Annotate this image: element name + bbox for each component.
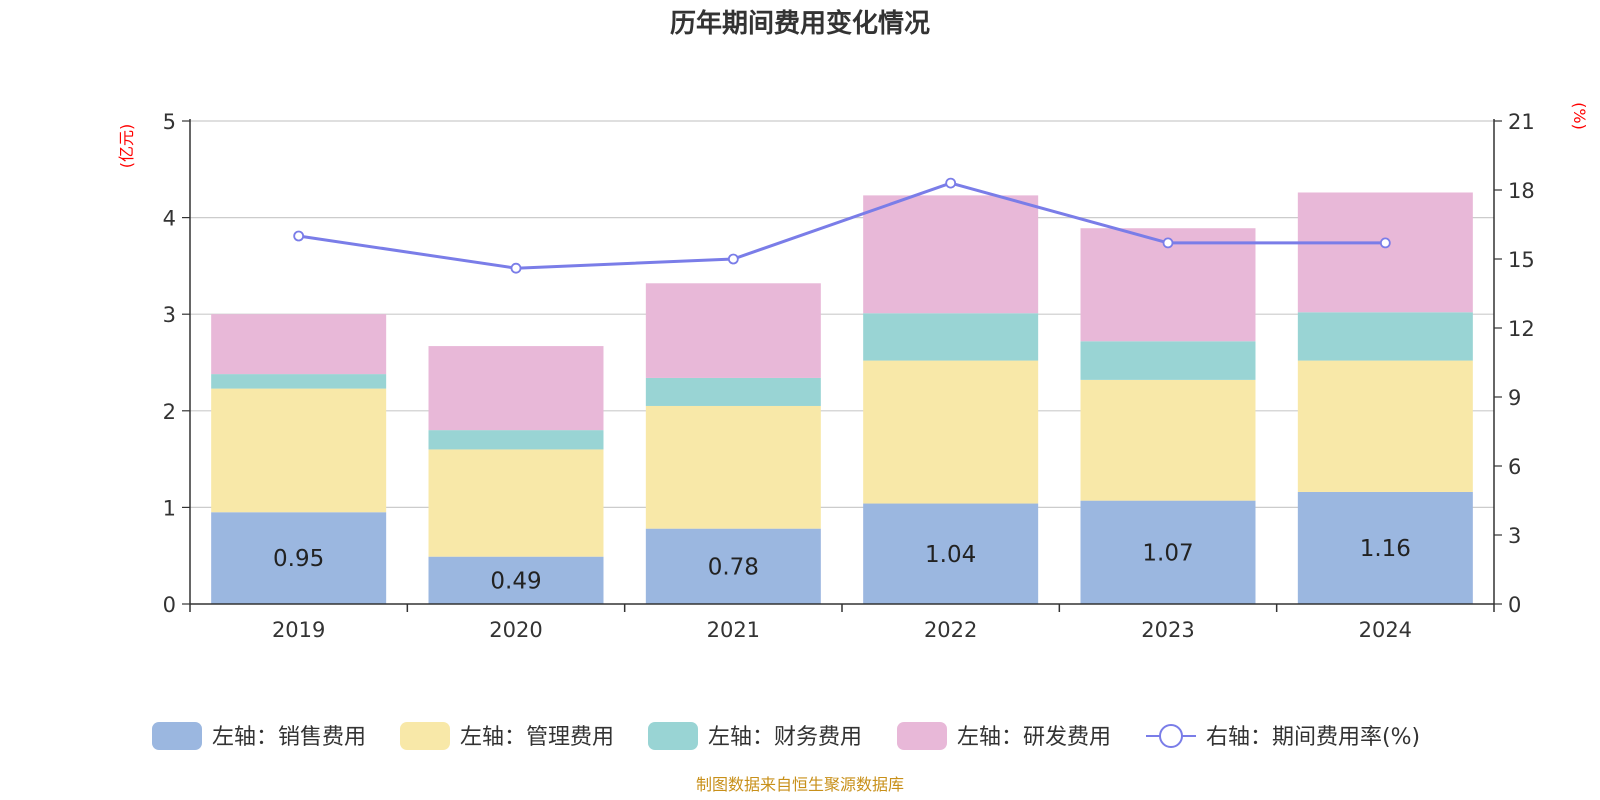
grid-lines bbox=[190, 120, 1494, 508]
line-point-2019[interactable] bbox=[293, 230, 305, 242]
right-tick-label: 0 bbox=[1508, 593, 1521, 617]
legend: 左轴：销售费用 左轴：管理费用 左轴：财务费用 左轴：研发费用 右轴：期间费用率(%) bbox=[152, 722, 1420, 750]
data-label-2024: 1.16 bbox=[1360, 536, 1411, 562]
left-tick-label: 4 bbox=[163, 207, 176, 231]
bar-2023-series-3[interactable] bbox=[1080, 341, 1256, 380]
line-point-2020[interactable] bbox=[510, 262, 522, 274]
data-label-2023: 1.07 bbox=[1142, 540, 1193, 566]
legend-label-3[interactable]: 左轴：财务费用 bbox=[708, 725, 862, 750]
legend-label-1[interactable]: 左轴：销售费用 bbox=[212, 725, 366, 750]
legend-label-5[interactable]: 右轴：期间费用率(%) bbox=[1206, 725, 1420, 750]
legend-label-2[interactable]: 左轴：管理费用 bbox=[460, 725, 614, 750]
bar-2023-series-2[interactable] bbox=[1080, 379, 1256, 501]
bar-2019-series-4[interactable] bbox=[211, 314, 387, 375]
bar-2022-series-2[interactable] bbox=[863, 360, 1039, 504]
bar-2021-series-4[interactable] bbox=[645, 283, 821, 378]
legend-swatch-4[interactable] bbox=[897, 722, 947, 750]
left-axis-unit: (亿元) bbox=[117, 124, 136, 169]
bar-2024-series-2[interactable] bbox=[1297, 360, 1473, 492]
bar-2020-series-4[interactable] bbox=[428, 346, 604, 431]
bar-series-group: 0.95 0.49 0.78 1.04 1.07 1.16 bbox=[211, 192, 1473, 604]
expense-ratio-line bbox=[298, 181, 1386, 270]
bar-2019-series-2[interactable] bbox=[211, 388, 387, 513]
bar-2020-series-1[interactable] bbox=[428, 556, 604, 604]
legend-swatch-2[interactable] bbox=[400, 722, 450, 750]
bar-2021-series-2[interactable] bbox=[645, 405, 821, 529]
bar-2022-series-3[interactable] bbox=[863, 313, 1039, 361]
bar-2023-series-1[interactable] bbox=[1080, 500, 1256, 604]
bar-2021-series-1[interactable] bbox=[645, 528, 821, 604]
right-tick-label: 3 bbox=[1508, 524, 1521, 548]
left-tick-label: 0 bbox=[163, 593, 176, 617]
bar-2022-series-1[interactable] bbox=[863, 503, 1039, 604]
bar-2020-series-2[interactable] bbox=[428, 449, 604, 557]
legend-swatch-1[interactable] bbox=[152, 722, 202, 750]
line-point-2024[interactable] bbox=[1379, 237, 1391, 249]
left-tick-label: 2 bbox=[163, 400, 176, 424]
line-point-2021[interactable] bbox=[727, 253, 739, 265]
x-tick-label-2019: 2019 bbox=[272, 618, 325, 642]
legend-label-4[interactable]: 左轴：研发费用 bbox=[957, 725, 1111, 750]
line-point-2022[interactable] bbox=[945, 177, 957, 189]
x-tick-label-2024: 2024 bbox=[1359, 618, 1412, 642]
bar-2024-series-1[interactable] bbox=[1297, 491, 1473, 604]
right-tick-label: 12 bbox=[1508, 317, 1535, 341]
bar-2022-series-4[interactable] bbox=[863, 195, 1039, 314]
right-tick-label: 15 bbox=[1508, 248, 1535, 272]
right-tick-label: 18 bbox=[1508, 179, 1535, 203]
bar-2020-series-3[interactable] bbox=[428, 430, 604, 450]
chart-title: 历年期间费用变化情况 bbox=[670, 8, 930, 39]
data-label-2019: 0.95 bbox=[273, 546, 324, 572]
right-tick-label: 21 bbox=[1508, 110, 1535, 134]
source-note: 制图数据来自恒生聚源数据库 bbox=[696, 775, 904, 794]
x-tick-label-2022: 2022 bbox=[924, 618, 977, 642]
legend-line-marker bbox=[1159, 724, 1183, 748]
x-tick-label-2020: 2020 bbox=[489, 618, 542, 642]
right-tick-label: 6 bbox=[1508, 455, 1521, 479]
line-point-2023[interactable] bbox=[1162, 237, 1174, 249]
right-axis-unit: (%) bbox=[1570, 102, 1589, 130]
x-tick-label-2021: 2021 bbox=[707, 618, 760, 642]
data-label-2022: 1.04 bbox=[925, 542, 976, 568]
legend-swatch-3[interactable] bbox=[648, 722, 698, 750]
bar-2019-series-1[interactable] bbox=[211, 512, 387, 604]
bar-2019-series-3[interactable] bbox=[211, 374, 387, 389]
left-tick-label: 3 bbox=[163, 303, 176, 327]
left-tick-label: 1 bbox=[163, 496, 176, 520]
left-tick-label: 5 bbox=[163, 110, 176, 134]
bar-2024-series-3[interactable] bbox=[1297, 312, 1473, 361]
right-tick-label: 9 bbox=[1508, 386, 1521, 410]
data-label-2021: 0.78 bbox=[708, 554, 759, 580]
bar-2021-series-3[interactable] bbox=[645, 377, 821, 406]
data-label-2020: 0.49 bbox=[490, 568, 541, 594]
line-series-group bbox=[293, 177, 1391, 274]
x-tick-label-2023: 2023 bbox=[1141, 618, 1194, 642]
bar-2024-series-4[interactable] bbox=[1297, 192, 1473, 313]
